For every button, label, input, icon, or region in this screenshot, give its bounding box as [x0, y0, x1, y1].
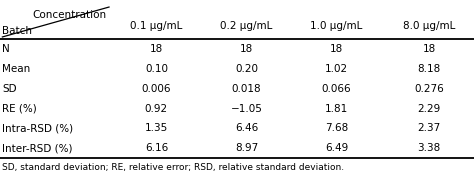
Text: 7.68: 7.68: [325, 124, 348, 133]
Text: RE (%): RE (%): [2, 103, 37, 114]
Text: 0.20: 0.20: [235, 64, 258, 74]
Text: 18: 18: [422, 44, 436, 54]
Text: 0.018: 0.018: [232, 84, 261, 94]
Text: 0.006: 0.006: [142, 84, 171, 94]
Text: 3.38: 3.38: [417, 143, 441, 153]
Text: 18: 18: [330, 44, 343, 54]
Text: −1.05: −1.05: [230, 103, 263, 114]
Text: 18: 18: [150, 44, 163, 54]
Text: 2.29: 2.29: [417, 103, 441, 114]
Text: SD: SD: [2, 84, 17, 94]
Text: SD, standard deviation; RE, relative error; RSD, relative standard deviation.: SD, standard deviation; RE, relative err…: [2, 163, 345, 172]
Text: 1.81: 1.81: [325, 103, 348, 114]
Text: 8.18: 8.18: [417, 64, 441, 74]
Text: Batch: Batch: [2, 26, 32, 36]
Text: 0.10: 0.10: [145, 64, 168, 74]
Text: 2.37: 2.37: [417, 124, 441, 133]
Text: 1.02: 1.02: [325, 64, 348, 74]
Text: 0.2 μg/mL: 0.2 μg/mL: [220, 21, 273, 31]
Text: 0.276: 0.276: [414, 84, 444, 94]
Text: 18: 18: [240, 44, 253, 54]
Text: Mean: Mean: [2, 64, 31, 74]
Text: Inter-RSD (%): Inter-RSD (%): [2, 143, 73, 153]
Text: 0.1 μg/mL: 0.1 μg/mL: [130, 21, 182, 31]
Text: Intra-RSD (%): Intra-RSD (%): [2, 124, 73, 133]
Text: Concentration: Concentration: [33, 10, 107, 20]
Text: 6.46: 6.46: [235, 124, 258, 133]
Text: 6.49: 6.49: [325, 143, 348, 153]
Text: 1.0 μg/mL: 1.0 μg/mL: [310, 21, 363, 31]
Text: 0.92: 0.92: [145, 103, 168, 114]
Text: 8.97: 8.97: [235, 143, 258, 153]
Text: 6.16: 6.16: [145, 143, 168, 153]
Text: N: N: [2, 44, 10, 54]
Text: 8.0 μg/mL: 8.0 μg/mL: [403, 21, 455, 31]
Text: 1.35: 1.35: [145, 124, 168, 133]
Text: 0.066: 0.066: [322, 84, 351, 94]
